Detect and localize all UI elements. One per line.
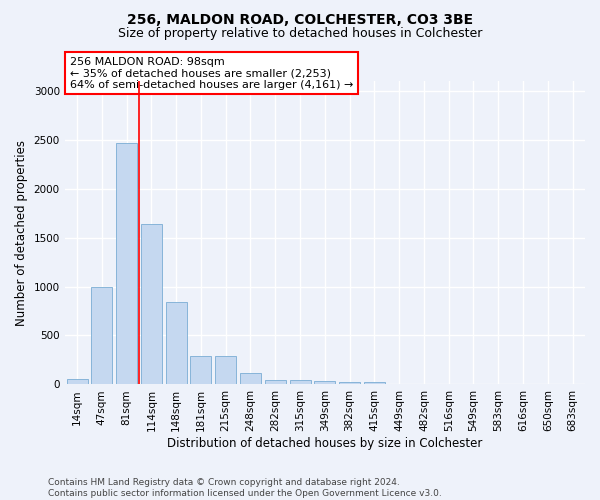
Text: Size of property relative to detached houses in Colchester: Size of property relative to detached ho… [118,28,482,40]
Bar [339,382,360,384]
Bar [290,380,311,384]
Bar [141,224,162,384]
Bar [240,372,261,384]
Text: 256 MALDON ROAD: 98sqm
← 35% of detached houses are smaller (2,253)
64% of semi-: 256 MALDON ROAD: 98sqm ← 35% of detached… [70,56,353,90]
Bar [91,286,112,384]
Bar [67,379,88,384]
Bar [215,356,236,384]
Text: Contains HM Land Registry data © Crown copyright and database right 2024.
Contai: Contains HM Land Registry data © Crown c… [48,478,442,498]
Bar [265,380,286,384]
Bar [166,302,187,384]
Text: 256, MALDON ROAD, COLCHESTER, CO3 3BE: 256, MALDON ROAD, COLCHESTER, CO3 3BE [127,12,473,26]
Bar [190,356,211,384]
Bar [364,382,385,384]
X-axis label: Distribution of detached houses by size in Colchester: Distribution of detached houses by size … [167,437,482,450]
Y-axis label: Number of detached properties: Number of detached properties [15,140,28,326]
Bar [116,144,137,384]
Bar [314,381,335,384]
